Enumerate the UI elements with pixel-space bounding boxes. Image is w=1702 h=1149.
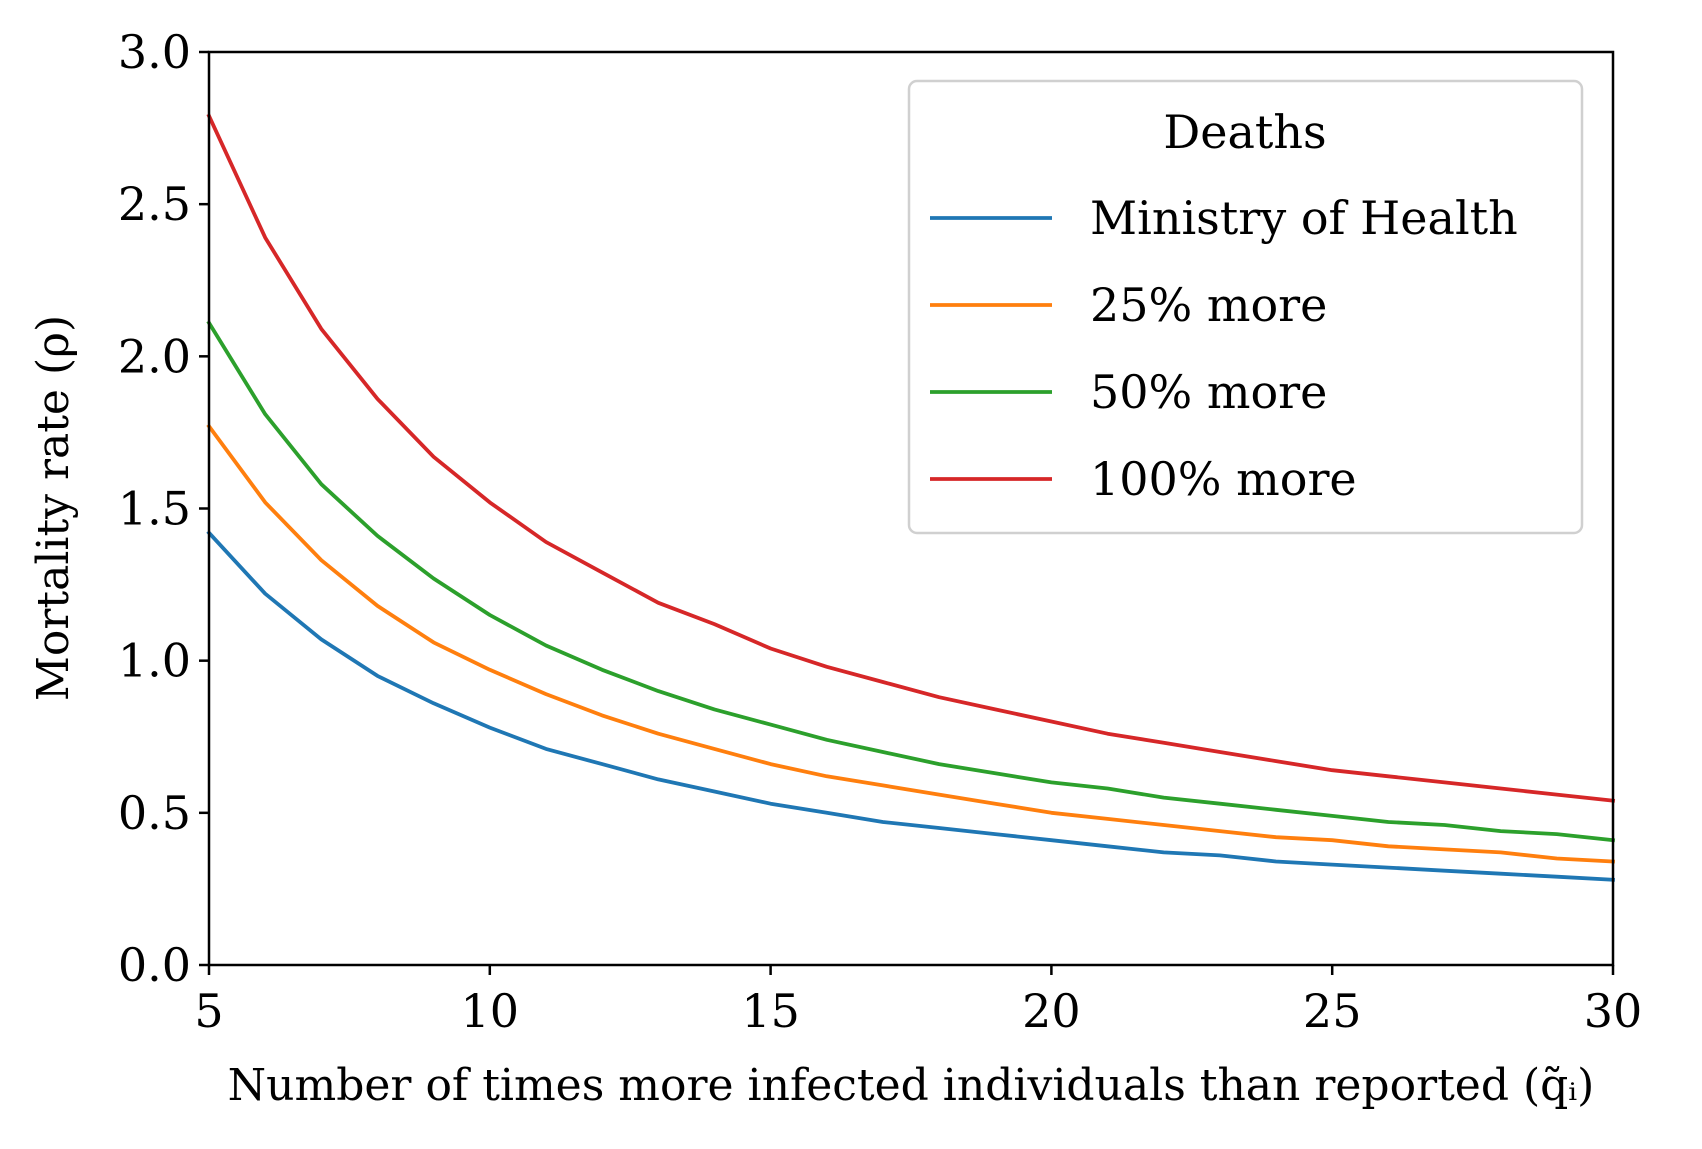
legend-label-2: 25% more [1090, 278, 1327, 332]
y-tick-label: 3.0 [118, 25, 191, 79]
x-tick-label: 20 [1022, 984, 1081, 1038]
x-tick-label: 10 [461, 984, 520, 1038]
x-tick-label: 15 [741, 984, 800, 1038]
series-line-4 [206, 113, 1616, 803]
legend-label-1: Ministry of Health [1090, 191, 1518, 245]
series-line-3 [206, 320, 1616, 843]
series-line-1 [206, 530, 1616, 882]
y-tick-label: 2.0 [118, 329, 191, 383]
legend-title: Deaths [1163, 105, 1326, 159]
legend-frame [907, 79, 1584, 535]
legend-entries: Ministry of Health 25% more 50% more 100% m… [930, 191, 1518, 506]
x-tick-label: 5 [194, 984, 223, 1038]
y-tick-label: 0.0 [118, 938, 191, 992]
legend-label-4: 100% more [1090, 452, 1357, 506]
x-tick-label: 30 [1584, 984, 1643, 1038]
x-axis-label: Number of times more infected individual… [228, 1060, 1595, 1111]
series-line-2 [206, 423, 1615, 864]
axes-frame [207, 50, 1615, 967]
x-axis: 5 10 15 20 25 30 [194, 965, 1642, 1038]
plot-area [206, 113, 1616, 882]
y-axis: 0.0 0.5 1.0 1.5 2.0 2.5 3.0 [118, 25, 209, 992]
y-axis-label: Mortality rate (ρ) [28, 315, 79, 701]
x-tick-label: 25 [1303, 984, 1362, 1038]
y-tick-label: 2.5 [118, 177, 191, 231]
legend-label-3: 50% more [1090, 365, 1327, 419]
legend: Deaths Ministry of Health 25% more 50% mor… [907, 79, 1584, 535]
y-tick-label: 1.0 [118, 634, 191, 688]
y-tick-label: 1.5 [118, 482, 191, 536]
y-tick-label: 0.5 [118, 786, 191, 840]
